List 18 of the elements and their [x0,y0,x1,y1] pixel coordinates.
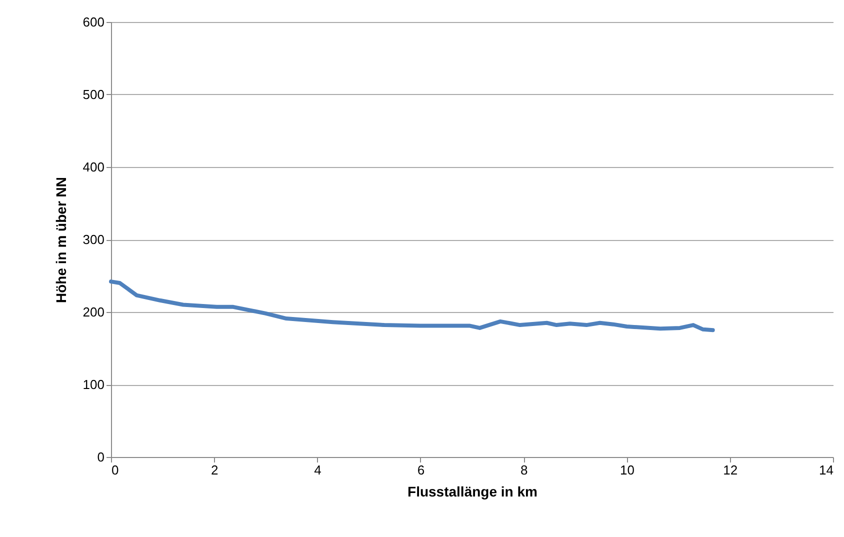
x-tick-label: 2 [211,462,218,478]
x-tick-label: 0 [112,462,119,478]
y-tick-label: 0 [97,450,104,464]
y-tick-label: 600 [82,14,104,30]
y-tick-label: 500 [82,87,104,102]
x-tick-label: 14 [819,462,834,478]
y-tick-label: 100 [82,377,104,392]
y-tick-label: 200 [82,304,104,320]
line-series [109,280,715,332]
x-tick-label: 8 [520,462,528,478]
x-axis-title: Flusstallänge in km [408,484,538,500]
x-tick-label: 12 [723,462,738,478]
y-tick-label: 300 [82,232,104,247]
x-tick-label: 4 [314,462,322,478]
x-tick-label: 6 [417,462,425,478]
y-axis-title: Höhe in m über NN [52,176,69,304]
x-tick-label: 10 [620,462,634,478]
y-tick-label: 400 [82,160,104,174]
